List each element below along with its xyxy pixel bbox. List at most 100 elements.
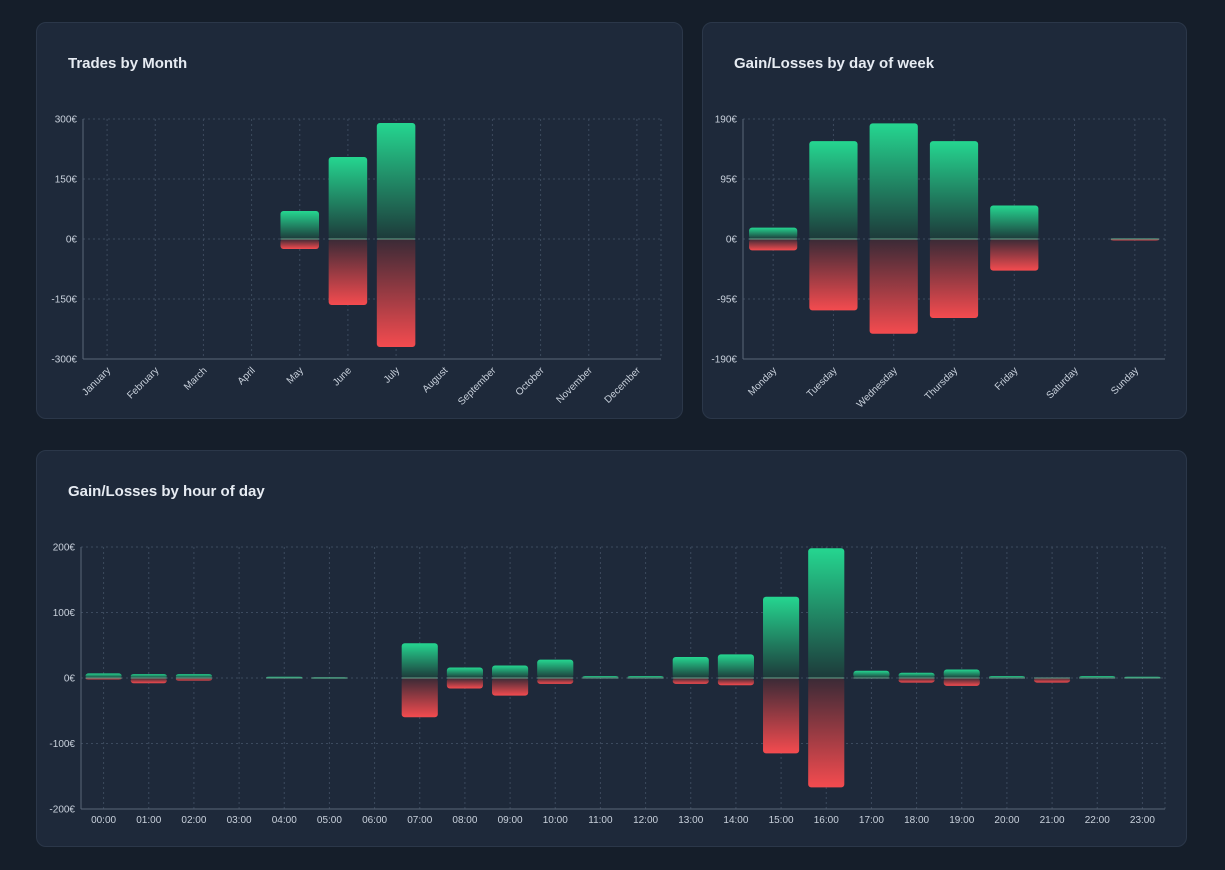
gain-bar <box>130 674 167 678</box>
x-tick-label: January <box>80 365 113 398</box>
gain-bar <box>988 676 1025 678</box>
y-tick-label: 200€ <box>53 543 76 554</box>
x-tick-label: 06:00 <box>362 815 387 826</box>
x-tick-label: 12:00 <box>633 815 658 826</box>
x-tick-label: March <box>182 365 209 392</box>
x-tick-label: December <box>603 365 644 406</box>
y-tick-label: 100€ <box>53 608 76 619</box>
gain-bar <box>537 659 574 678</box>
x-tick-label: April <box>236 365 258 387</box>
y-tick-label: 300€ <box>55 115 78 126</box>
loss-bar <box>175 678 212 681</box>
x-tick-label: 16:00 <box>814 815 839 826</box>
gain-losses-by-hour-chart: 200€ 100€ 0€ -100€ -200€ 00:00 01:00 02:00 03:00… <box>49 543 1166 826</box>
loss-bar <box>401 678 438 718</box>
x-tick-label: 14:00 <box>723 815 748 826</box>
loss-bar <box>809 239 858 311</box>
x-tick-label: September <box>456 365 499 408</box>
trades-by-month-card: Trades by Month 300€ 150€ 0€ -150€ -300€ Janu… <box>36 22 683 419</box>
gain-bar <box>869 123 918 239</box>
loss-bar <box>763 678 800 754</box>
x-tick-label: Tuesday <box>805 365 840 400</box>
loss-bar <box>943 678 980 686</box>
x-tick-label: Saturday <box>1045 365 1081 401</box>
gain-bar <box>809 141 858 239</box>
gain-bar <box>672 657 709 678</box>
x-tick-label: 08:00 <box>452 815 477 826</box>
x-tick-label: Monday <box>746 365 779 398</box>
x-tick-label: 13:00 <box>678 815 703 826</box>
y-tick-label: 95€ <box>720 175 737 186</box>
gain-bar <box>1079 676 1116 678</box>
y-tick-label: -300€ <box>51 355 77 366</box>
gain-bar <box>175 674 212 678</box>
card-title: Gain/Losses by hour of day <box>68 483 265 500</box>
x-tick-label: 15:00 <box>769 815 794 826</box>
loss-bar <box>280 239 320 249</box>
card-title: Gain/Losses by day of week <box>734 55 935 72</box>
bars <box>749 123 1159 334</box>
loss-bar <box>446 678 483 689</box>
x-tick-label: Thursday <box>923 365 960 402</box>
loss-bar <box>749 239 798 251</box>
loss-bar <box>672 678 709 684</box>
gain-bar <box>808 548 845 678</box>
gain-bar <box>582 676 619 678</box>
x-tick-label: 02:00 <box>181 815 206 826</box>
y-tick-label: 0€ <box>64 674 76 685</box>
y-tick-label: -95€ <box>717 295 737 306</box>
x-tick-label: 22:00 <box>1085 815 1110 826</box>
y-tick-label: -190€ <box>711 355 737 366</box>
gain-bar <box>763 596 800 678</box>
loss-bar <box>492 678 529 696</box>
gain-bar <box>749 227 798 239</box>
x-tick-label: July <box>382 365 402 385</box>
x-tick-label: 01:00 <box>136 815 161 826</box>
loss-bar <box>808 678 845 788</box>
x-tick-label: 04:00 <box>272 815 297 826</box>
x-tick-label: Friday <box>993 365 1020 392</box>
grid <box>83 118 662 360</box>
x-tick-label: 20:00 <box>994 815 1019 826</box>
loss-bar <box>869 239 918 334</box>
loss-bar <box>717 678 754 686</box>
gain-bar <box>401 643 438 678</box>
gain-bar <box>627 676 664 678</box>
trades-by-month-chart: 300€ 150€ 0€ -150€ -300€January February March… <box>51 115 662 408</box>
y-tick-label: 150€ <box>55 175 78 186</box>
loss-bar <box>929 239 979 318</box>
x-tick-label: 11:00 <box>588 815 613 826</box>
loss-bar <box>376 239 416 347</box>
x-tick-label: November <box>554 365 595 406</box>
gain-bar <box>376 123 416 239</box>
gain-losses-by-day-chart: 190€ 95€ 0€ -95€ -190€ Monday Tuesday Wednesday… <box>711 115 1166 410</box>
x-tick-label: 23:00 <box>1130 815 1155 826</box>
y-tick-label: 0€ <box>66 235 78 246</box>
gain-bar <box>853 670 890 678</box>
gain-losses-by-day-card: Gain/Losses by day of week 190€ 95€ 0€ -95€… <box>702 22 1187 419</box>
x-tick-label: 18:00 <box>904 815 929 826</box>
loss-bar <box>130 678 167 684</box>
x-tick-label: 17:00 <box>859 815 884 826</box>
gain-bar <box>446 667 483 678</box>
x-tick-label: Sunday <box>1109 365 1141 397</box>
gain-bar <box>898 672 935 678</box>
loss-bar <box>1034 678 1071 683</box>
x-tick-label: 05:00 <box>317 815 342 826</box>
x-tick-label: February <box>125 365 161 401</box>
x-tick-label: 07:00 <box>407 815 432 826</box>
gain-bar <box>929 141 979 239</box>
gain-losses-by-hour-card: Gain/Losses by hour of day 200€ 100€ 0€ -10… <box>36 450 1187 847</box>
x-tick-label: August <box>421 365 451 395</box>
y-tick-label: -100€ <box>49 739 75 750</box>
x-tick-label: 09:00 <box>498 815 523 826</box>
y-tick-label: -150€ <box>51 295 77 306</box>
loss-bar <box>898 678 935 683</box>
bars <box>280 123 416 347</box>
x-tick-label: 00:00 <box>91 815 116 826</box>
x-tick-label: May <box>285 365 306 386</box>
gain-bar <box>990 205 1039 239</box>
x-tick-label: 10:00 <box>543 815 568 826</box>
x-tick-label: 03:00 <box>227 815 252 826</box>
y-tick-label: 0€ <box>726 235 738 246</box>
